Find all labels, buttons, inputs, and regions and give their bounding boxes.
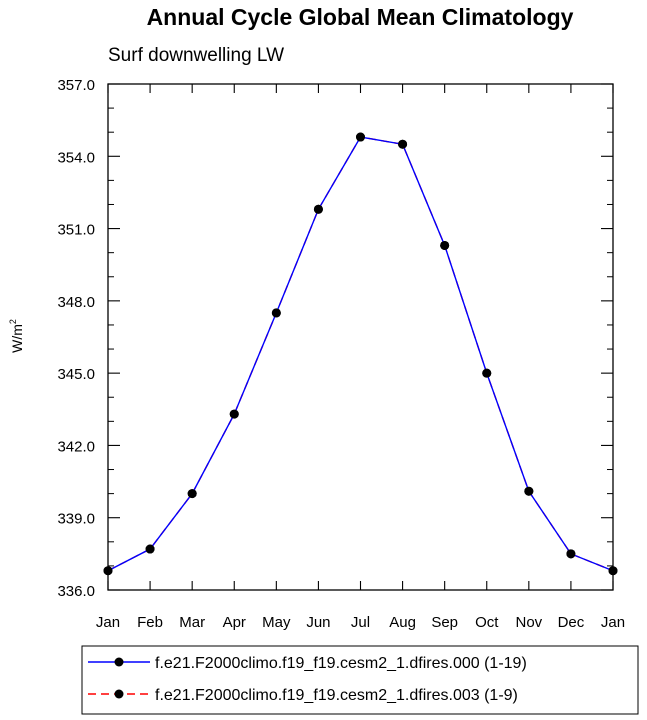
- x-tick-label: Jun: [306, 614, 330, 631]
- legend-marker-sample: [114, 689, 124, 699]
- x-tick-label: Mar: [179, 614, 205, 631]
- legend-entry-label: f.e21.F2000climo.f19_f19.cesm2_1.dfires.…: [155, 687, 518, 704]
- y-tick-label: 345.0: [57, 366, 95, 383]
- data-point-marker: [482, 368, 492, 378]
- axis-ticks: [107, 83, 614, 591]
- data-point-marker: [103, 566, 113, 576]
- data-point-marker: [271, 308, 281, 318]
- x-tick-label: Oct: [475, 614, 499, 631]
- y-tick-labels: 336.0 339.0 342.0 345.0 348.0 351.0 354.0 357.0: [57, 77, 95, 600]
- legend-box: [81, 645, 639, 715]
- chart-subtitle: Surf downwelling LW: [108, 45, 284, 66]
- y-axis-label: W/m2: [8, 319, 25, 353]
- data-point-marker: [313, 204, 323, 214]
- data-point-marker: [229, 409, 239, 419]
- y-tick-label: 348.0: [57, 294, 95, 311]
- svg-text:W/m2: W/m2: [8, 319, 25, 353]
- data-point-marker: [187, 489, 197, 499]
- data-point-marker: [145, 544, 155, 554]
- y-tick-label: 351.0: [57, 222, 95, 239]
- x-tick-label: Jul: [351, 614, 370, 631]
- data-point-marker: [398, 139, 408, 149]
- x-tick-labels: Jan Feb Mar Apr May Jun Jul Aug Sep Oct Nov Dec Jan: [96, 614, 625, 631]
- x-tick-label: Dec: [558, 614, 585, 631]
- chart-title: Annual Cycle Global Mean Climatology: [147, 4, 574, 30]
- y-tick-label: 339.0: [57, 511, 95, 528]
- x-tick-label: Jan: [96, 614, 120, 631]
- y-tick-label: 357.0: [57, 77, 95, 94]
- y-tick-label: 336.0: [57, 583, 95, 600]
- data-point-marker: [524, 486, 534, 496]
- x-tick-label: Feb: [137, 614, 163, 631]
- y-axis-label-text: W/m: [9, 324, 25, 353]
- legend-entry-label: f.e21.F2000climo.f19_f19.cesm2_1.dfires.…: [155, 655, 527, 672]
- x-tick-label: Aug: [389, 614, 416, 631]
- x-tick-label: Apr: [223, 614, 246, 631]
- data-point-marker: [356, 132, 365, 142]
- legend-items: f.e21.F2000climo.f19_f19.cesm2_1.dfires.…: [88, 655, 527, 704]
- x-tick-label: Jan: [601, 614, 625, 631]
- x-tick-label: May: [262, 614, 291, 631]
- data-point-marker: [440, 240, 450, 250]
- series-layer: [103, 132, 618, 576]
- x-tick-label: Nov: [515, 614, 542, 631]
- y-tick-label: 354.0: [57, 149, 95, 166]
- y-tick-label: 342.0: [57, 438, 95, 455]
- legend: f.e21.F2000climo.f19_f19.cesm2_1.dfires.…: [81, 645, 639, 715]
- legend-marker-sample: [114, 657, 124, 667]
- y-axis-label-superscript: 2: [8, 319, 18, 324]
- series-line: [107, 136, 614, 572]
- x-tick-label: Sep: [431, 614, 458, 631]
- data-point-marker: [566, 549, 576, 559]
- data-point-marker: [608, 566, 618, 576]
- plot-frame: [107, 83, 614, 591]
